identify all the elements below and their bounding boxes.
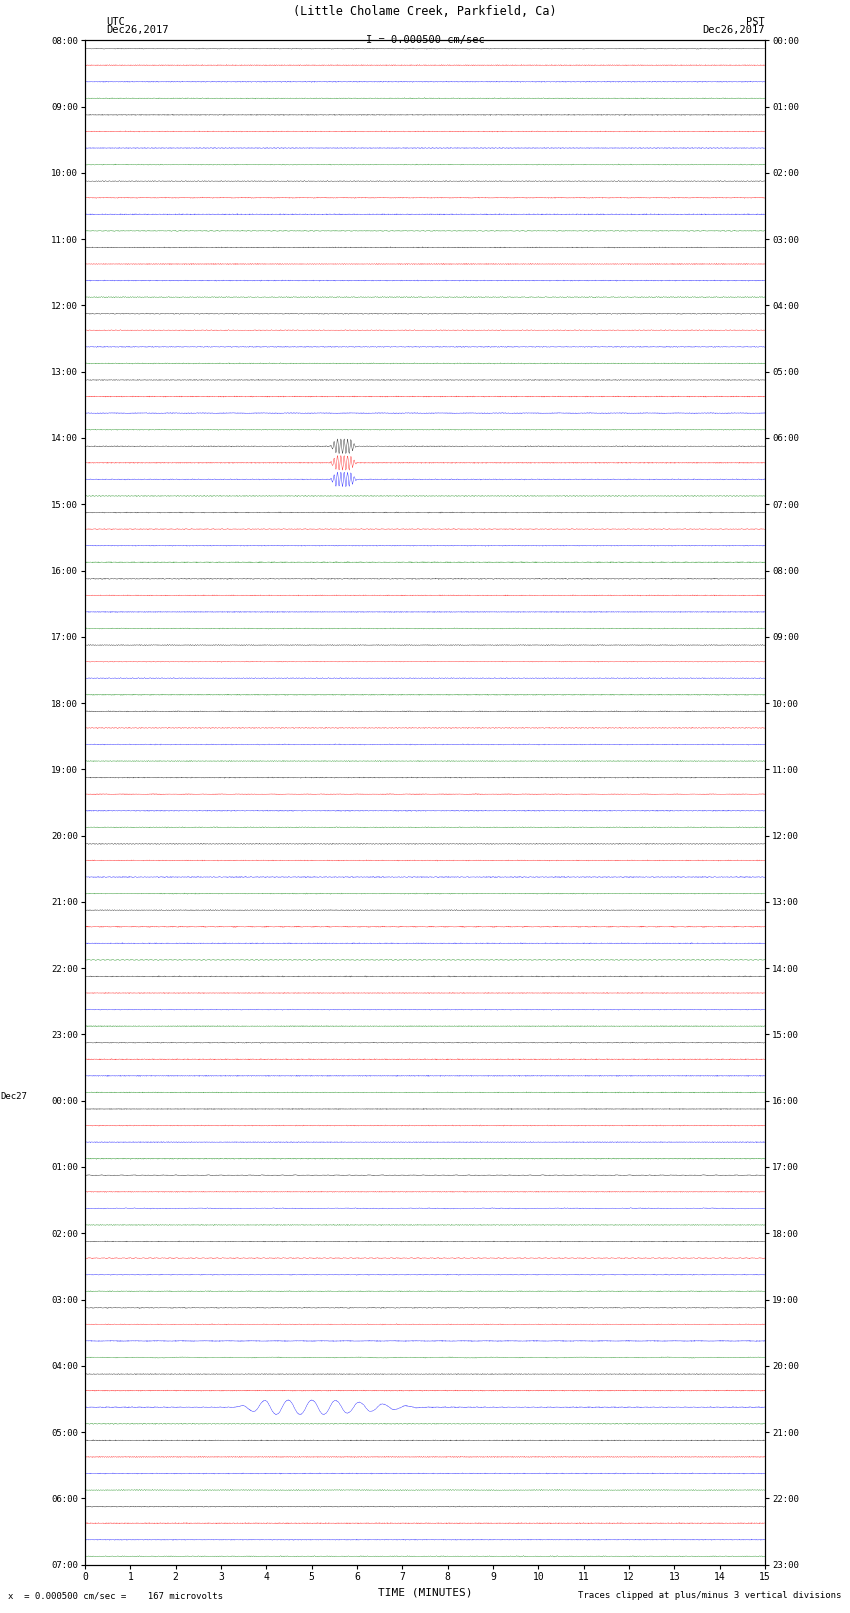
Text: Dec26,2017: Dec26,2017 — [702, 26, 765, 35]
Text: x  = 0.000500 cm/sec =    167 microvolts: x = 0.000500 cm/sec = 167 microvolts — [8, 1590, 224, 1600]
X-axis label: TIME (MINUTES): TIME (MINUTES) — [377, 1587, 473, 1597]
Text: I = 0.000500 cm/sec: I = 0.000500 cm/sec — [366, 35, 484, 45]
Text: PST: PST — [746, 18, 765, 27]
Text: Dec27: Dec27 — [0, 1092, 27, 1100]
Title: LCCB DP1 BP 40
(Little Cholame Creek, Parkfield, Ca): LCCB DP1 BP 40 (Little Cholame Creek, Pa… — [293, 0, 557, 18]
Text: Traces clipped at plus/minus 3 vertical divisions: Traces clipped at plus/minus 3 vertical … — [578, 1590, 842, 1600]
Text: UTC: UTC — [106, 18, 125, 27]
Text: Dec26,2017: Dec26,2017 — [106, 26, 169, 35]
